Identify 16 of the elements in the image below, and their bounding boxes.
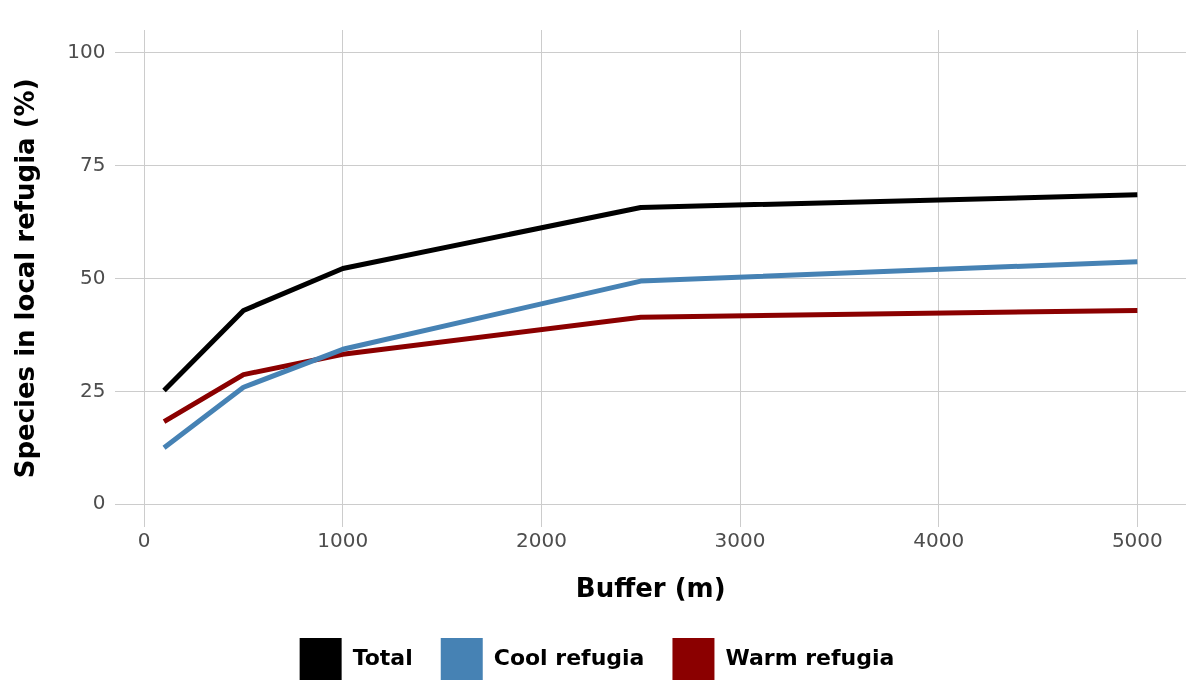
- x-tick-label: 0: [137, 528, 151, 552]
- x-tick-label: 3000: [714, 528, 766, 552]
- legend-label: Cool refugia: [493, 644, 645, 670]
- legend-label: Total: [352, 644, 413, 670]
- x-tick-label: 2000: [515, 528, 567, 552]
- y-tick-label: 0: [92, 490, 106, 515]
- x-axis-title: Buffer (m): [575, 573, 726, 604]
- y-tick-label: 50: [79, 264, 106, 289]
- y-tick-label: 100: [67, 38, 106, 63]
- x-tick-label: 1000: [317, 528, 369, 552]
- legend-label: Warm refugia: [725, 644, 895, 670]
- x-tick-label: 5000: [1111, 528, 1163, 552]
- x-tick-label: 4000: [913, 528, 965, 552]
- y-axis-title: Species in local refugia (%): [10, 78, 41, 479]
- y-tick-label: 25: [79, 377, 106, 402]
- y-tick-label: 75: [79, 151, 106, 176]
